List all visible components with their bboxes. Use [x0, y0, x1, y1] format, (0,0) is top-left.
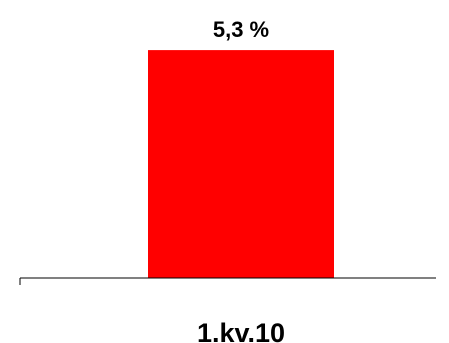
x-tick-labels-group: 1.kv.10	[197, 318, 285, 343]
data-labels-group: 5,3 %	[213, 17, 269, 42]
x-tick-label-0: 1.kv.10	[197, 318, 285, 343]
data-label-0: 5,3 %	[213, 17, 269, 42]
bars-group	[148, 50, 334, 278]
bar-0	[148, 50, 334, 278]
x-axis	[19, 277, 436, 285]
